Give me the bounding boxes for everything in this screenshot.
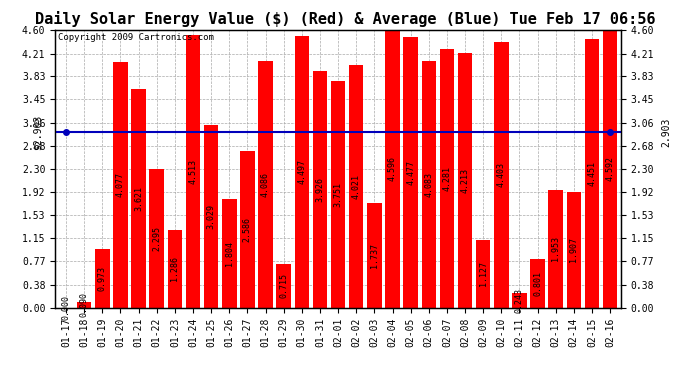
Text: Copyright 2009 Cartronics.com: Copyright 2009 Cartronics.com xyxy=(58,33,214,42)
Text: 3.926: 3.926 xyxy=(315,177,324,202)
Bar xyxy=(277,264,291,308)
Bar xyxy=(457,53,472,307)
Bar xyxy=(476,240,491,308)
Bar xyxy=(186,35,200,308)
Text: 0.000: 0.000 xyxy=(61,295,70,320)
Bar xyxy=(258,61,273,308)
Bar xyxy=(95,249,110,308)
Bar xyxy=(512,293,526,308)
Text: 3.621: 3.621 xyxy=(134,186,143,211)
Text: 1.737: 1.737 xyxy=(370,243,379,268)
Bar xyxy=(494,42,509,308)
Bar xyxy=(531,259,545,308)
Text: 1.953: 1.953 xyxy=(551,236,560,261)
Text: 0.243: 0.243 xyxy=(515,288,524,313)
Bar xyxy=(367,203,382,308)
Text: Daily Solar Energy Value ($) (Red) & Average (Blue) Tue Feb 17 06:56: Daily Solar Energy Value ($) (Red) & Ave… xyxy=(34,11,655,27)
Text: 4.083: 4.083 xyxy=(424,172,433,197)
Bar xyxy=(222,199,237,308)
Bar xyxy=(566,192,581,308)
Text: 0.090: 0.090 xyxy=(80,292,89,317)
Text: 1.286: 1.286 xyxy=(170,256,179,281)
Bar xyxy=(331,81,346,308)
Bar xyxy=(549,190,563,308)
Bar xyxy=(313,70,327,308)
Bar xyxy=(204,125,219,308)
Text: 4.086: 4.086 xyxy=(261,172,270,197)
Text: 4.596: 4.596 xyxy=(388,156,397,182)
Text: $2.903: $2.903 xyxy=(33,115,43,150)
Text: 4.497: 4.497 xyxy=(297,159,306,184)
Text: 4.592: 4.592 xyxy=(606,156,615,182)
Text: 0.715: 0.715 xyxy=(279,273,288,298)
Text: 4.077: 4.077 xyxy=(116,172,125,197)
Bar xyxy=(168,230,182,308)
Bar xyxy=(422,61,436,308)
Text: 3.751: 3.751 xyxy=(333,182,343,207)
Bar xyxy=(349,65,364,308)
Text: 3.029: 3.029 xyxy=(207,204,216,229)
Text: 4.403: 4.403 xyxy=(497,162,506,187)
Bar xyxy=(240,152,255,308)
Text: 1.804: 1.804 xyxy=(225,241,234,266)
Bar xyxy=(150,169,164,308)
Text: 0.801: 0.801 xyxy=(533,271,542,296)
Text: 4.513: 4.513 xyxy=(188,159,197,184)
Bar xyxy=(440,49,454,308)
Text: 2.903: 2.903 xyxy=(661,118,671,147)
Text: 0.973: 0.973 xyxy=(98,266,107,291)
Bar xyxy=(295,36,309,308)
Text: 4.477: 4.477 xyxy=(406,160,415,185)
Bar xyxy=(131,89,146,308)
Bar xyxy=(584,39,599,308)
Text: 1.127: 1.127 xyxy=(479,261,488,286)
Text: 4.021: 4.021 xyxy=(352,174,361,199)
Text: 4.281: 4.281 xyxy=(442,166,451,191)
Text: 2.295: 2.295 xyxy=(152,226,161,251)
Text: 4.451: 4.451 xyxy=(587,161,596,186)
Bar xyxy=(77,302,92,307)
Text: 2.586: 2.586 xyxy=(243,217,252,242)
Text: 4.213: 4.213 xyxy=(460,168,469,193)
Bar xyxy=(603,30,618,308)
Bar xyxy=(404,38,418,308)
Bar xyxy=(385,30,400,308)
Bar xyxy=(113,62,128,308)
Text: 1.907: 1.907 xyxy=(569,237,578,262)
